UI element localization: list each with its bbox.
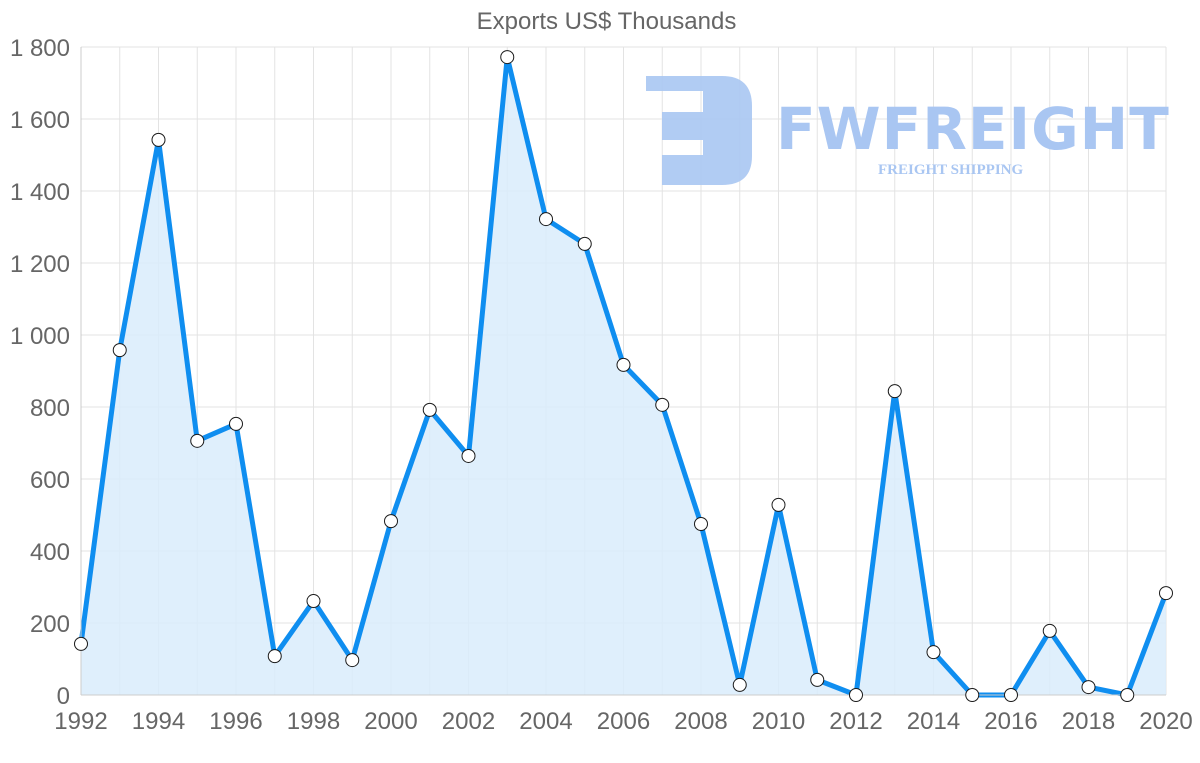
data-point[interactable] [190, 433, 205, 448]
y-tick-label: 800 [30, 395, 70, 422]
data-point[interactable] [422, 402, 437, 417]
x-tick-label: 1996 [209, 708, 262, 735]
data-point[interactable] [926, 645, 941, 660]
x-tick-label: 2016 [984, 708, 1037, 735]
data-point[interactable] [655, 397, 670, 412]
x-tick-label: 2004 [519, 708, 572, 735]
data-point[interactable] [1004, 688, 1018, 702]
fwfreight-watermark: FWFREIGHT FREIGHT SHIPPING [646, 76, 1170, 185]
x-tick-label: 2014 [907, 708, 960, 735]
axes [80, 47, 1166, 696]
y-axis-ticks: 0 200 400 600 800 1 000 1 200 1 400 1 600 1 800 [10, 35, 70, 710]
x-tick-label: 2002 [442, 708, 495, 735]
data-point[interactable] [732, 677, 747, 692]
data-points [74, 50, 1173, 702]
data-point[interactable] [577, 236, 592, 251]
watermark-tagline: FREIGHT SHIPPING [878, 162, 1023, 178]
data-point[interactable] [267, 649, 282, 664]
y-tick-label: 1 400 [10, 179, 70, 206]
x-tick-label: 2012 [829, 708, 882, 735]
data-point[interactable] [887, 384, 902, 399]
y-tick-label: 600 [30, 467, 70, 494]
data-point[interactable] [1042, 623, 1057, 638]
data-point[interactable] [229, 416, 243, 431]
data-point[interactable] [461, 448, 476, 463]
y-tick-label: 1 800 [10, 35, 70, 62]
data-point[interactable] [771, 497, 786, 512]
x-tick-label: 1994 [132, 708, 185, 735]
data-point[interactable] [500, 50, 515, 65]
data-point[interactable] [810, 672, 825, 687]
x-tick-label: 2010 [752, 708, 805, 735]
x-tick-label: 2006 [597, 708, 650, 735]
x-tick-label: 2020 [1139, 708, 1192, 735]
data-point[interactable] [384, 514, 398, 529]
data-point[interactable] [1081, 680, 1096, 695]
y-tick-label: 1 600 [10, 107, 70, 134]
y-tick-label: 1 200 [10, 251, 70, 278]
data-point[interactable] [1159, 586, 1173, 601]
x-tick-label: 2008 [674, 708, 727, 735]
watermark-brand: FWFREIGHT [776, 95, 1170, 163]
x-tick-label: 1998 [287, 708, 340, 735]
x-axis-ticks: 1992 1994 1996 1998 2000 2002 2004 2006 2008 2010… [54, 708, 1192, 735]
data-point[interactable] [965, 688, 980, 702]
y-tick-label: 0 [57, 683, 70, 710]
data-point[interactable] [539, 212, 553, 227]
data-point[interactable] [74, 636, 88, 651]
y-tick-label: 1 000 [10, 323, 70, 350]
x-tick-label: 2000 [364, 708, 417, 735]
data-point[interactable] [112, 343, 127, 358]
area-fill [81, 57, 1166, 695]
y-tick-label: 400 [30, 539, 70, 566]
fwfreight-logo-icon [646, 76, 752, 185]
data-point[interactable] [306, 594, 321, 609]
data-point[interactable] [345, 653, 360, 668]
y-tick-label: 200 [30, 611, 70, 638]
chart-title: Exports US$ Thousands [476, 8, 737, 35]
data-point[interactable] [1120, 688, 1135, 702]
data-point[interactable] [694, 517, 708, 531]
x-tick-label: 2018 [1062, 708, 1115, 735]
data-point[interactable] [849, 688, 863, 702]
x-tick-label: 1992 [54, 708, 107, 735]
data-point[interactable] [151, 132, 166, 147]
data-point[interactable] [616, 357, 631, 372]
